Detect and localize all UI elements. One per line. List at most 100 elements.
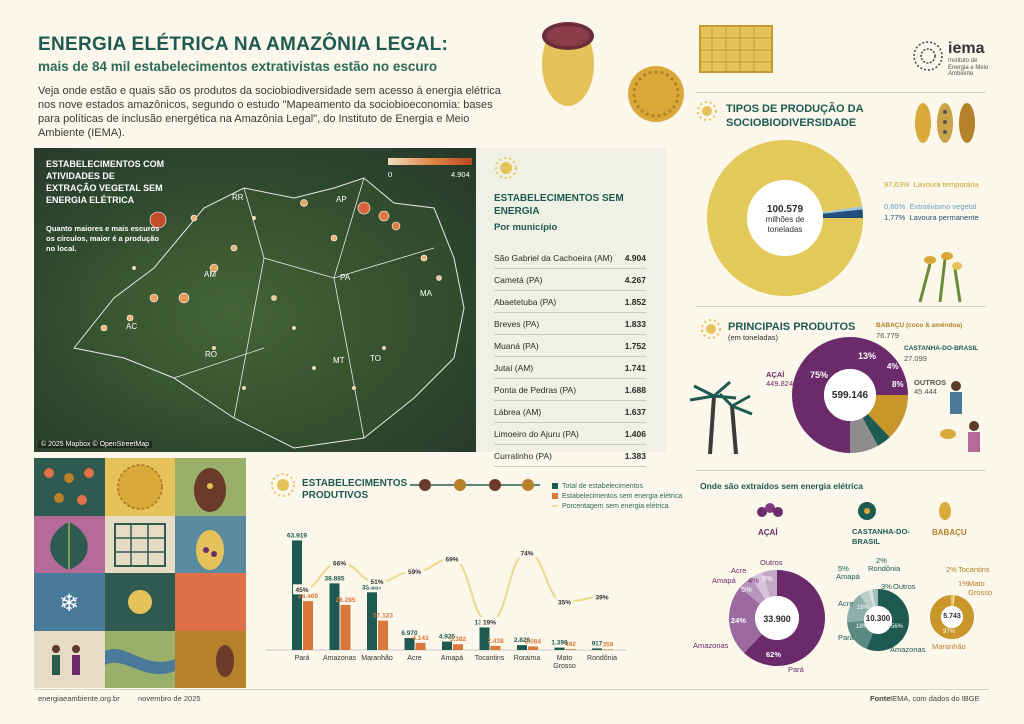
- babacu-name: BABAÇU (coco & amêndoa): [876, 322, 963, 329]
- percent-label: 45%: [295, 587, 308, 594]
- slice-maranhao: [930, 595, 974, 639]
- bar-sem-energia: [378, 620, 388, 650]
- slice-para: [744, 570, 825, 666]
- table-row: Ponta de Pedras (PA) 1.688: [494, 379, 646, 401]
- municipio-name: Curralinho (PA): [494, 450, 552, 461]
- slice-acre: [847, 594, 870, 622]
- municipio-value: 1.406: [624, 428, 646, 439]
- tile-orange: [175, 573, 246, 631]
- tipos-center-unit: milhões de toneladas: [765, 215, 805, 234]
- tipos-permanente-pct: 1,77%: [884, 213, 906, 222]
- percent-line: [301, 551, 603, 624]
- tipos-permanente-name: Lavoura permanente: [909, 213, 979, 222]
- acai-acre-label: Acre: [731, 566, 747, 575]
- babacu-region-donut: [930, 595, 974, 639]
- percent-label-bg: [368, 576, 386, 587]
- castanha-outros-pct: 3%: [881, 582, 892, 591]
- legend-porcentagem-label: Porcentagem sem energia elétrica: [562, 502, 669, 510]
- municipio-value: 4.904: [624, 252, 646, 263]
- castanha-outros-label: Outros: [893, 582, 916, 591]
- municipio-name: Cametá (PA): [494, 274, 543, 285]
- onde-castanha-name: CASTANHA-DO-BRASIL: [852, 527, 910, 546]
- sun-icon: [697, 101, 717, 121]
- illustration-tiles: ❄: [34, 458, 246, 688]
- tile-basket: [104, 458, 176, 516]
- percent-label-bg: [480, 617, 499, 628]
- table-row: Limoeiro do Ajuru (PA) 1.406: [494, 423, 646, 445]
- bar-sem-energia-label: 359: [603, 641, 614, 648]
- acai-name: AÇAÍ: [766, 370, 785, 379]
- municipio-name: Muaná (PA): [494, 340, 539, 351]
- brazil-nut-icon: [858, 502, 876, 520]
- bar-sem-energia: [490, 645, 501, 650]
- divider: [696, 470, 986, 471]
- bar-sem-energia-label: 2.438: [487, 638, 504, 645]
- babacu-pods-illustration: [915, 103, 975, 143]
- slice-castanha: [862, 413, 890, 446]
- table-row: São Gabriel da Cachoeira (AM) 4.904: [494, 247, 646, 269]
- page-title: ENERGIA ELÉTRICA NA AMAZÔNIA LEGAL:: [38, 34, 449, 55]
- acai-amazonas-pct: 24%: [731, 616, 747, 625]
- outros-name: OUTROS: [914, 378, 947, 387]
- produtos-center-value: 599.146: [831, 390, 869, 401]
- castanha-rondonia-pct: 2%: [876, 556, 887, 565]
- x-tick-label: Tocantins: [475, 655, 505, 662]
- state-label-am: AM: [204, 270, 216, 279]
- castanha-amazonas-pct: 56%: [891, 624, 904, 630]
- municipio-value: 1.833: [624, 318, 646, 329]
- table-row: Lábrea (AM) 1.637: [494, 401, 646, 423]
- x-tick-label: Amazonas: [323, 655, 357, 662]
- fruit-branch-illustration: [410, 479, 540, 491]
- bar-sem-energia-label: 2.084: [525, 638, 542, 645]
- map-credit-link[interactable]: © 2025 Mapbox © OpenStreetMap: [38, 441, 152, 448]
- scale-min: 0: [388, 170, 393, 179]
- acai-para-label: Pará: [788, 665, 804, 674]
- municipios-title: ESTABELECIMENTOS SEM ENERGIA: [494, 193, 624, 217]
- municipio-name: Lábrea (AM): [494, 406, 542, 417]
- castanha-pct: 4%: [887, 362, 899, 371]
- x-tick-label: Acre: [407, 655, 422, 662]
- legend-swatch: [552, 505, 558, 507]
- percent-label: 66%: [333, 560, 346, 567]
- x-tick-label: Maranhão: [361, 655, 393, 662]
- acai-acre-pct: 5%: [741, 585, 752, 594]
- percent-label: 35%: [558, 599, 571, 606]
- onde-acai-name: AÇAÍ: [758, 528, 778, 537]
- state-label-rr: RR: [232, 193, 244, 202]
- footer-source-label: Fonte: [870, 694, 891, 703]
- acai-outros-pct: 5%: [762, 574, 773, 583]
- municipio-value: 1.688: [624, 384, 646, 395]
- babacu-maranhao-pct: 97%: [943, 629, 956, 635]
- castanha-para-label: Pará: [838, 633, 854, 642]
- map-note: Quanto maiores e mais escuros os círculo…: [46, 224, 160, 253]
- castanha-acre-label: Acre: [838, 599, 854, 608]
- slice-tocantins: [950, 595, 954, 607]
- babacu-mt-pct: 1%: [958, 579, 969, 588]
- table-row: Jutaí (AM) 1.741: [494, 357, 646, 379]
- amazon-map[interactable]: [34, 148, 476, 452]
- bar-total: [554, 647, 565, 650]
- acai-amazonas-label: Amazonas: [693, 641, 729, 650]
- babacu-tocantins-pct: 2%: [946, 565, 957, 574]
- bar-total: [292, 540, 302, 650]
- x-tick-label: Amapá: [441, 655, 463, 662]
- legend-total-label: Total de estabelecimentos: [562, 482, 643, 490]
- produtos-subtitle: (em toneladas): [728, 333, 779, 342]
- page-subtitle: mais de 84 mil estabelecimentos extrativ…: [38, 59, 438, 74]
- state-label-ro: RO: [205, 350, 217, 359]
- bar-sem-energia-label: 26.285: [336, 597, 356, 604]
- footer-site-link[interactable]: energiaeambiente.org.br: [38, 694, 120, 703]
- produtivos-bar-chart: 63.919 28.469 Pará 38.885 26.285 Amazonas 33.6…: [266, 532, 626, 670]
- bar-sem-energia: [603, 649, 613, 650]
- state-label-ma: MA: [420, 289, 432, 298]
- tipos-extrativismo-pct: 0,60%: [884, 202, 906, 211]
- percent-label-bg: [330, 557, 349, 568]
- bar-total-label: 6.970: [401, 630, 418, 637]
- acai-amapa-pct: 4%: [748, 576, 759, 585]
- bar-total: [442, 641, 452, 650]
- tipos-extrativismo-name: Extrativismo vegetal: [909, 202, 977, 211]
- municipio-name: Ponta de Pedras (PA): [494, 384, 577, 395]
- intro-text: Veja onde estão e quais são os produtos …: [38, 85, 501, 139]
- slice-amapa: [751, 572, 771, 600]
- acai-outros-label: Outros: [760, 558, 783, 567]
